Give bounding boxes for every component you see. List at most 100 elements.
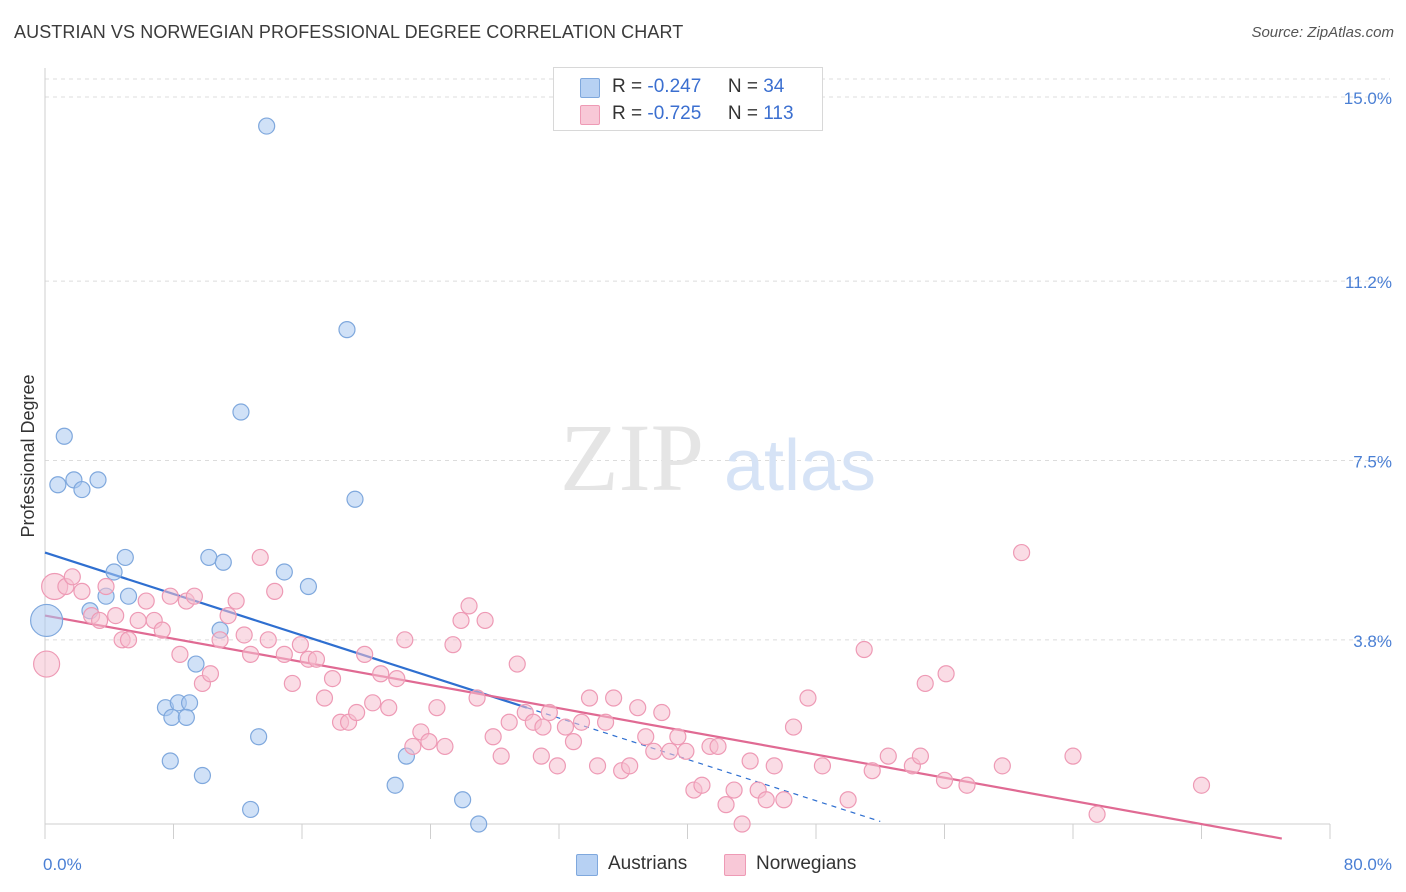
chart-title: AUSTRIAN VS NORWEGIAN PROFESSIONAL DEGRE… (14, 22, 684, 42)
norwegians-point-6 (91, 611, 109, 630)
norwegians-point-85 (725, 781, 743, 799)
norwegians-point-39 (356, 645, 374, 663)
norwegians-point-104 (958, 776, 976, 794)
norwegians-point-64 (556, 718, 575, 736)
norwegians-point-110 (534, 718, 552, 736)
source-note: Source: ZipAtlas.com (1251, 24, 1394, 41)
austrians-point-26 (275, 563, 293, 581)
austrians-legend-label: Austrians (608, 853, 688, 874)
norwegians-point-47 (420, 733, 438, 751)
legend-n-label: N = (727, 76, 758, 97)
austrians-point-5 (89, 471, 107, 489)
norwegians-point-24 (235, 626, 253, 644)
norwegians-point-23 (227, 592, 245, 610)
norwegians-point-18 (185, 587, 203, 605)
norwegians-point-10 (119, 631, 138, 649)
austrians-point-19 (200, 548, 218, 567)
watermark: ZIP atlas (560, 404, 876, 511)
norwegians-point-34 (315, 689, 334, 707)
norwegians-point-75 (645, 742, 663, 760)
norwegians-point-73 (629, 699, 647, 717)
norwegians-point-108 (1088, 805, 1106, 823)
austrians-point-8 (105, 563, 123, 581)
austrians-point-18 (193, 766, 212, 785)
y-tick-label-0: 3.8% (1353, 632, 1392, 651)
austrians-point-1 (49, 476, 67, 494)
norwegians-point-28 (266, 582, 284, 600)
norwegians-point-95 (839, 791, 857, 809)
norwegians-point-97 (855, 640, 873, 659)
norwegians-point-86 (733, 815, 751, 833)
austrians-point-15 (161, 752, 179, 770)
norwegians-point-30 (283, 674, 301, 693)
austrians-point-2 (55, 427, 73, 445)
norwegians-point-83 (709, 737, 727, 756)
norwegians-point-90 (765, 757, 783, 775)
norwegians-point-12 (137, 592, 155, 610)
norwegians-point-21 (211, 631, 229, 649)
legend-n-label: N = (727, 103, 758, 124)
norwegians-point-74 (637, 728, 655, 746)
austrians-point-16 (177, 708, 195, 726)
norwegians-point-103 (935, 771, 954, 789)
norwegians-point-98 (879, 747, 897, 765)
norwegians-point-63 (548, 757, 566, 775)
norwegians-point-76 (653, 703, 671, 722)
norwegians-point-87 (741, 752, 759, 770)
norwegians-point-65 (564, 733, 583, 751)
norwegians-point-29 (275, 645, 293, 663)
norwegians-point-68 (588, 757, 607, 775)
norwegians-point-53 (468, 689, 486, 707)
norwegians-point-22 (219, 606, 237, 625)
austrians-trend-line (44, 551, 528, 709)
austrians-point-10 (119, 587, 138, 605)
y-axis-label: Professional Degree (18, 374, 38, 537)
legend-r-label: R = (612, 103, 643, 124)
austrians-point-28 (338, 321, 356, 339)
austrians-swatch (576, 854, 598, 876)
norwegians-point-20 (201, 665, 220, 683)
norwegians-point-26 (251, 548, 269, 567)
norwegians-point-3 (63, 568, 81, 586)
y-tick-label-2: 11.2% (1345, 273, 1392, 292)
norwegians-point-100 (911, 747, 930, 765)
y-tick-label-1: 7.5% (1353, 453, 1392, 472)
norwegians-point-14 (153, 621, 171, 639)
norwegians-point-43 (388, 669, 406, 688)
norwegians-point-84 (717, 796, 735, 814)
norwegians-point-42 (380, 699, 398, 717)
norwegians-point-55 (484, 728, 502, 746)
norwegians-point-44 (396, 631, 414, 649)
norwegians-point-51 (452, 611, 470, 630)
norwegians-point-96 (863, 762, 881, 780)
norwegians-point-8 (107, 606, 125, 625)
norwegians-point-50 (444, 636, 462, 654)
austrians-n-value: 34 (763, 76, 785, 97)
norwegians-point-52 (460, 597, 478, 615)
austrians-point-25 (258, 117, 276, 135)
norwegians-point-7 (97, 577, 115, 596)
norwegians-point-31 (291, 636, 309, 654)
y-tick-label-3: 15.0% (1344, 89, 1392, 108)
norwegians-n-value: 113 (763, 103, 794, 124)
norwegians-point-109 (1192, 776, 1211, 794)
norwegians-point-78 (669, 728, 687, 746)
austrians-point-21 (214, 553, 232, 571)
norwegians-point-66 (572, 713, 591, 731)
norwegians-point-58 (508, 655, 526, 673)
norwegians-point-61 (532, 747, 550, 765)
norwegians-point-16 (171, 645, 189, 663)
norwegians-point-15 (161, 587, 179, 605)
austrians-point-12 (163, 708, 181, 726)
watermark-atlas: atlas (724, 426, 876, 506)
austrians-point-0 (30, 603, 64, 638)
norwegians-point-35 (323, 669, 342, 688)
watermark-zip: ZIP (560, 404, 704, 511)
austrians-point-23 (242, 800, 260, 819)
austrians-point-30 (386, 776, 404, 794)
norwegians-point-4 (73, 582, 91, 600)
austrians-point-17 (187, 655, 205, 673)
norwegians-point-79 (677, 742, 695, 760)
norwegians-trend-line (44, 614, 1283, 840)
